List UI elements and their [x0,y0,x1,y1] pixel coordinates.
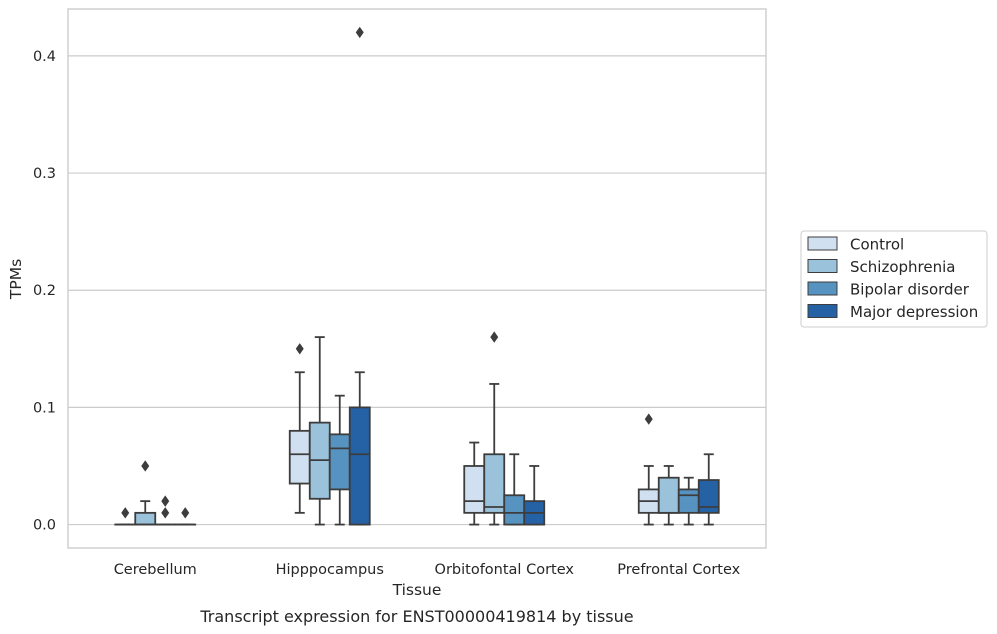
box-group [503,453,526,526]
y-tick-label: 0.3 [33,166,56,182]
box-body [677,488,700,514]
box-body [657,476,680,514]
outlier-point [161,507,170,519]
y-tick-label: 0.4 [33,49,56,65]
grid-layer [68,55,766,526]
legend-swatch [807,281,838,296]
x-tick-label: Cerebellum [114,562,197,578]
box-body [328,433,351,491]
legend-items: Control Schizophrenia Bipolar disorder Majo… [807,236,978,321]
legend-label: Schizophrenia [850,258,955,276]
legend-swatch [807,304,838,318]
box-group [174,507,197,526]
outlier-point [644,413,653,425]
x-axis-label: Tissue [392,581,442,599]
box-group [523,465,546,526]
legend-swatch [807,259,838,273]
x-tick-labels: Cerebellum Hipppocampus Orbitofontal Corte… [114,562,741,578]
legend: Control Schizophrenia Bipolar disorder Majo… [800,230,988,328]
box-group [637,413,660,526]
box-group [328,394,351,526]
legend-label: Bipolar disorder [850,281,970,299]
chart-caption: Transcript expression for ENST0000041981… [199,607,633,626]
box-group [463,441,486,526]
outlier-point [161,495,170,507]
outlier-point [295,343,304,355]
box-body [503,494,526,526]
y-tick-label: 0.2 [33,283,56,299]
y-tick-label: 0.1 [33,400,56,416]
x-tick-label: Prefrontal Cortex [617,562,740,578]
outlier-point [355,26,364,39]
x-tick-label: Hipppocampus [276,562,384,578]
box-group [657,465,680,526]
legend-label: Control [850,236,904,254]
box-group [134,460,157,526]
box-group [114,507,137,526]
outlier-point [121,507,130,519]
plot-frame [67,8,767,549]
box-body [348,406,371,526]
y-tick-labels: 0.0 0.1 0.2 0.3 0.4 [33,49,56,534]
y-axis-label: TPMs [7,259,25,300]
box-group [154,495,177,526]
legend-label: Major depression [850,303,978,321]
box-body [463,465,486,514]
box-group [348,26,371,526]
legend-swatch [807,236,838,251]
y-tick-label: 0.0 [33,518,56,534]
legend-frame [800,230,988,328]
box-body [697,479,720,514]
outlier-point [490,331,499,343]
box-body [483,453,506,514]
box-group [677,476,700,526]
box-group [697,453,720,526]
outlier-point [141,460,150,472]
box-group [288,343,311,514]
box-group [308,336,331,526]
x-tick-label: Orbitofontal Cortex [435,562,575,578]
box-body [134,511,157,526]
box-body [288,429,311,485]
box-group [483,331,506,526]
outlier-point [181,507,190,519]
box-layer [114,26,720,526]
